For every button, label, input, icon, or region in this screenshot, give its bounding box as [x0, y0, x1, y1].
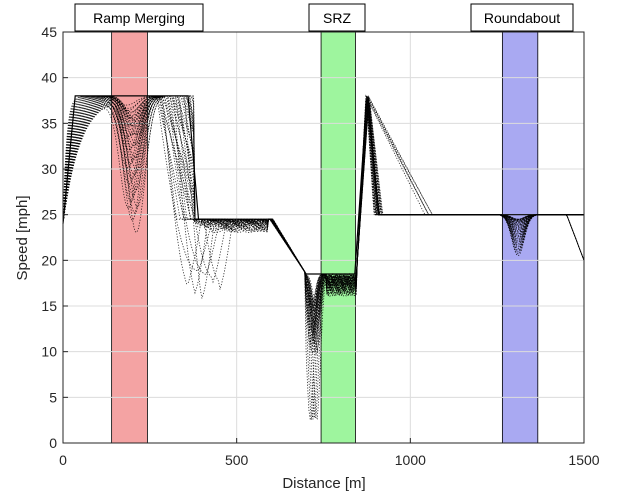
zone-label-box-0 — [74, 3, 204, 32]
y-tick-label: 10 — [41, 344, 57, 360]
zone-label-box-1 — [308, 3, 366, 32]
zone-label-2: Roundabout — [484, 10, 560, 26]
y-tick-label: 0 — [49, 435, 57, 451]
y-tick-label: 35 — [41, 115, 57, 131]
axes — [62, 31, 585, 444]
zone-label-box-2 — [470, 3, 574, 32]
trajectory-line-33 — [62, 95, 584, 335]
trajectory-line-23 — [62, 95, 584, 346]
y-tick-label: 5 — [49, 389, 57, 405]
y-tick-label: 25 — [41, 207, 57, 223]
trajectory-line-24 — [62, 95, 584, 311]
zone-label-1: SRZ — [323, 10, 351, 26]
trajectory-line-27 — [62, 95, 584, 419]
y-tick-label: 40 — [41, 70, 57, 86]
x-tick-labels: 0 500 1000 1500 — [59, 452, 600, 468]
y-axis-label: Speed [mph] — [14, 195, 31, 280]
x-tick-label: 0 — [59, 452, 67, 468]
zone-label-0: Ramp Merging — [93, 10, 185, 26]
trajectory-line-39 — [62, 95, 584, 352]
x-tick-label: 500 — [225, 452, 249, 468]
trajectory-line-22 — [62, 95, 584, 324]
zone-band-0 — [111, 31, 148, 444]
reference-profile — [62, 95, 584, 275]
zone-band-1 — [320, 31, 356, 444]
trajectory-line-16 — [62, 95, 584, 308]
zone-band-2 — [501, 31, 539, 444]
y-tick-label: 15 — [41, 298, 57, 314]
y-tick-label: 45 — [41, 24, 57, 40]
y-tick-label: 30 — [41, 161, 57, 177]
x-tick-label: 1000 — [395, 452, 426, 468]
y-tick-labels: 0 5 10 15 20 25 30 35 40 45 — [41, 24, 57, 451]
x-tick-label: 1500 — [568, 452, 599, 468]
reference-line — [62, 95, 584, 275]
axes-box — [62, 31, 585, 444]
zone-labels: Ramp Merging SRZ Roundabout — [74, 3, 574, 32]
y-tick-label: 20 — [41, 252, 57, 268]
x-axis-label: Distance [m] — [282, 475, 365, 492]
trajectory-line-25 — [62, 95, 585, 332]
